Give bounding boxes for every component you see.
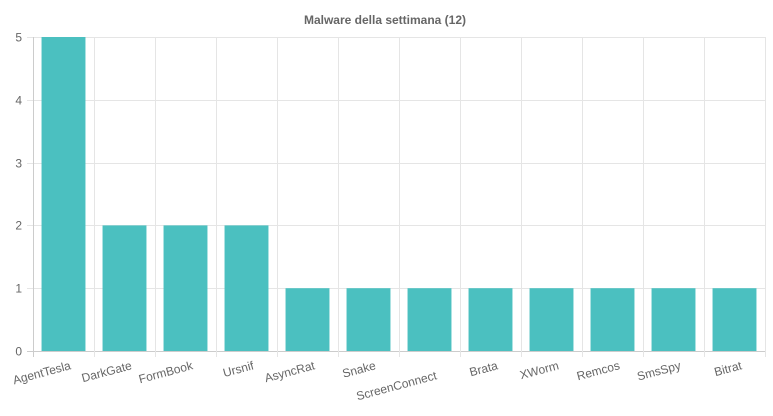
x-tick-label: SmsSpy bbox=[635, 358, 682, 383]
bar-brata[interactable] bbox=[468, 288, 513, 351]
y-tick-label: 5 bbox=[15, 31, 22, 45]
x-tick-label: Ursnif bbox=[221, 358, 256, 380]
y-axis-ticks: 0 1 2 3 4 5 bbox=[15, 31, 22, 359]
bar-ursnif[interactable] bbox=[224, 225, 269, 351]
y-tick-label: 3 bbox=[15, 157, 22, 171]
x-tick-label: Remcos bbox=[575, 358, 621, 383]
bar-screenconnect[interactable] bbox=[407, 288, 452, 351]
x-tick-label: XWorm bbox=[518, 358, 560, 382]
bars bbox=[41, 37, 757, 351]
bar-smsspy[interactable] bbox=[651, 288, 696, 351]
y-tick-label: 1 bbox=[15, 282, 22, 296]
chart-title: Malware della settimana (12) bbox=[304, 13, 466, 27]
bar-darkgate[interactable] bbox=[102, 225, 147, 351]
bar-asyncrat[interactable] bbox=[285, 288, 330, 351]
bar-xworm[interactable] bbox=[529, 288, 574, 351]
x-tick-label: DarkGate bbox=[80, 358, 134, 385]
x-tick-label: Bitrat bbox=[713, 358, 744, 379]
bar-agenttesla[interactable] bbox=[41, 37, 86, 351]
y-tick-label: 4 bbox=[15, 94, 22, 108]
bar-bitrat[interactable] bbox=[712, 288, 757, 351]
x-axis-ticks: AgentTesla DarkGate FormBook Ursnif AsyncRat… bbox=[11, 358, 744, 403]
x-tick-label: Brata bbox=[468, 358, 500, 379]
x-tick-label: AsyncRat bbox=[263, 358, 317, 385]
x-tick-label: Snake bbox=[341, 358, 378, 380]
bar-formbook[interactable] bbox=[163, 225, 208, 351]
x-tick-label: AgentTesla bbox=[11, 358, 72, 387]
grid-lines bbox=[27, 37, 766, 357]
bar-snake[interactable] bbox=[346, 288, 391, 351]
x-tick-label: FormBook bbox=[137, 358, 195, 386]
y-tick-label: 2 bbox=[15, 219, 22, 233]
y-tick-label: 0 bbox=[15, 345, 22, 359]
bar-remcos[interactable] bbox=[590, 288, 635, 351]
